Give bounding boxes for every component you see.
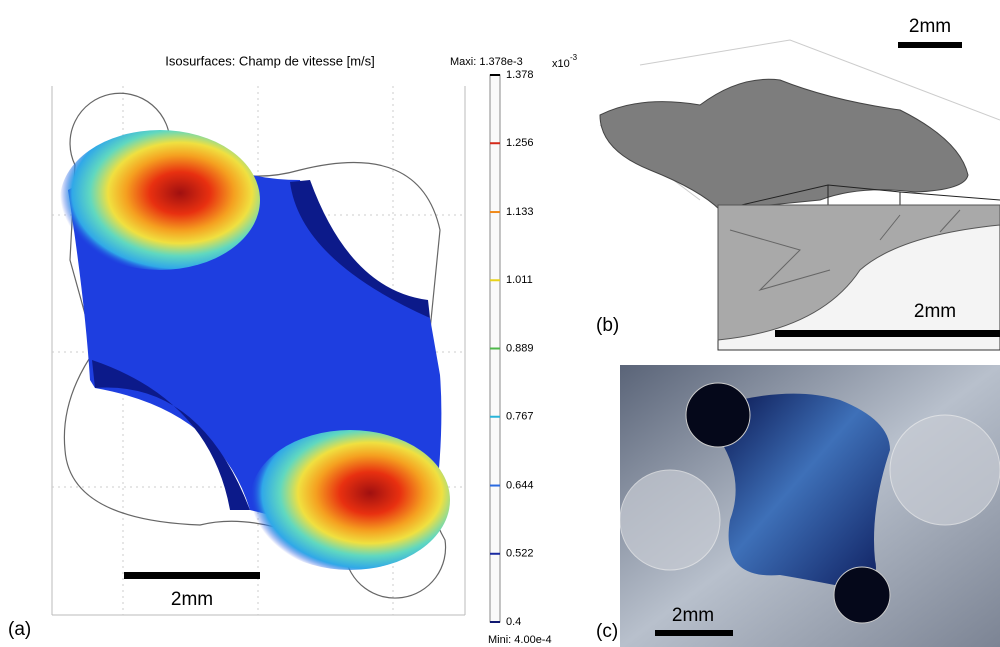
panel-c: 2mm (620, 365, 1000, 647)
scale-bar (655, 630, 733, 636)
scale-bar (898, 42, 962, 48)
scale-bar-label: 2mm (909, 16, 951, 37)
scale-bar-label: 2mm (914, 301, 956, 322)
panel-label: (c) (596, 621, 618, 642)
panel-label: (a) (8, 619, 31, 640)
panel-a: Isosurfaces: Champ de vitesse [m/s] Maxi… (8, 53, 578, 646)
scale-bar-label: 2mm (672, 605, 714, 626)
colorbar-tick-label: 0.522 (506, 548, 534, 560)
scale-bar-label: 2mm (171, 589, 213, 610)
hot-zone (250, 430, 450, 570)
plot-title: Isosurfaces: Champ de vitesse [m/s] (165, 53, 375, 68)
colorbar-tick-label: 1.256 (506, 137, 534, 149)
panel-label: (b) (596, 315, 619, 336)
scale-bar (775, 330, 1000, 337)
panel-b: 2mm 2mm (b) (596, 16, 1000, 350)
colorbar-tick-label: 1.133 (506, 206, 534, 218)
colorbar-tick-label: 0.644 (506, 479, 534, 491)
colorbar-tick-label: 0.767 (506, 411, 534, 423)
colorbar-exponent: -3 (570, 53, 578, 62)
colorbar-tick-label: 0.4 (506, 616, 521, 628)
colorbar-tick-label: 1.011 (506, 274, 533, 286)
hot-zone (60, 130, 260, 270)
figure: Isosurfaces: Champ de vitesse [m/s] Maxi… (0, 0, 1000, 647)
colorbar-tick-label: 0.889 (506, 342, 534, 354)
scale-bar (124, 572, 260, 579)
colorbar-multiplier: x10 (552, 58, 570, 70)
min-label: Mini: 4.00e-4 (488, 634, 552, 646)
mesh-shape (600, 79, 968, 210)
max-label: Maxi: 1.378e-3 (450, 56, 523, 68)
colorbar-tick-label: 1.378 (506, 69, 534, 81)
